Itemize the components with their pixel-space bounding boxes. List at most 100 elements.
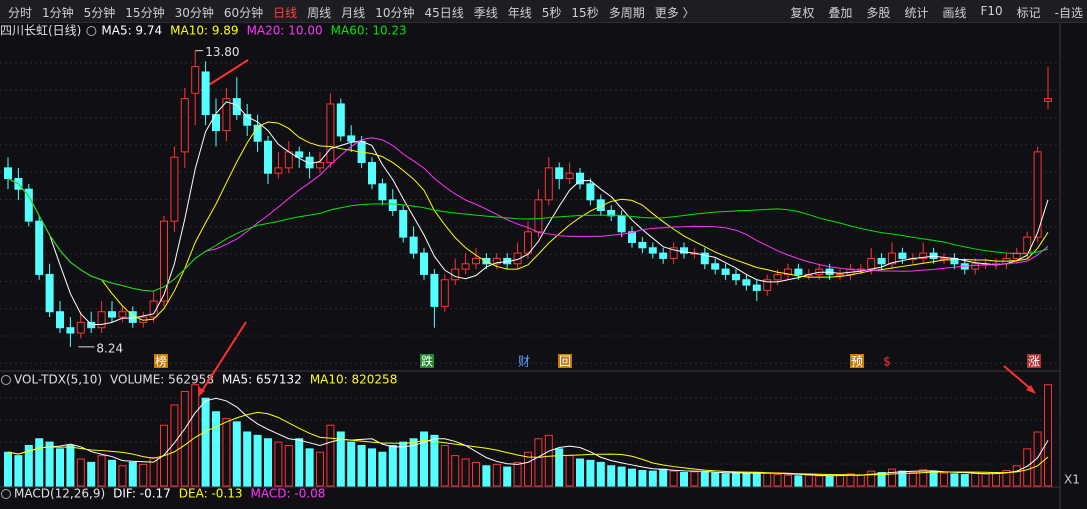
period-tab[interactable]: 更多 〉	[654, 6, 695, 20]
volume-bar	[253, 434, 262, 487]
volume-ma-line	[7, 411, 1049, 476]
volume-bar	[87, 461, 96, 487]
event-label: 预	[851, 355, 863, 369]
volume-bar	[118, 465, 127, 487]
volume-bar	[607, 465, 616, 487]
tool-button[interactable]: 复权	[790, 6, 815, 20]
volume-bar	[836, 474, 844, 487]
arrow	[1003, 365, 1033, 391]
volume-legend: VOL-TDX(5,10) VOLUME: 562958 MA5: 657132 MA…	[1, 373, 397, 387]
candle-body	[971, 263, 980, 270]
candle-body	[742, 279, 751, 286]
tool-button[interactable]: 叠加	[828, 6, 853, 20]
volume-bar	[773, 474, 782, 487]
arrow-head	[1026, 385, 1036, 394]
candle-body	[586, 183, 595, 201]
legend-label: MA10: 9.89	[170, 24, 238, 38]
volume-bar	[14, 455, 23, 487]
candle-body	[555, 167, 564, 180]
axis-label: X1	[1064, 473, 1080, 487]
event-badge	[850, 354, 864, 368]
volume-bar	[898, 470, 907, 487]
volume-bar	[139, 463, 148, 487]
period-tab[interactable]: 周线	[307, 6, 332, 20]
candle-body	[420, 252, 428, 275]
volume-bar	[565, 455, 574, 487]
candle-body	[544, 167, 553, 201]
period-tab[interactable]: 15秒	[571, 6, 599, 20]
event-label: 财	[518, 355, 530, 369]
volume-bar	[326, 424, 335, 487]
volume-bar	[201, 397, 210, 487]
candle-body	[700, 252, 709, 265]
volume-bar	[794, 475, 803, 487]
candle-body	[825, 268, 834, 275]
high-label: 13.80	[205, 45, 239, 59]
legend-label: MA5: 657132	[222, 373, 302, 387]
volume-bar	[513, 461, 522, 487]
volume-bar	[284, 445, 293, 487]
candle-body	[97, 311, 106, 329]
volume-bar	[929, 471, 938, 487]
period-tab[interactable]: 5秒	[541, 6, 562, 20]
macd-legend: MACD(12,26,9) DIF: -0.17 DEA: -0.13 MACD: -…	[1, 487, 325, 501]
period-tab[interactable]: 60分钟	[223, 6, 264, 20]
period-tab[interactable]: 分时	[8, 6, 33, 20]
event-label: 回	[559, 355, 571, 369]
volume-bar	[804, 474, 813, 487]
tool-button[interactable]: -自选	[1054, 6, 1083, 20]
volume-bar	[378, 451, 387, 487]
event-badge	[154, 354, 168, 368]
tool-button[interactable]: 画线	[942, 6, 967, 20]
candle-body	[628, 231, 636, 243]
volume-bar	[711, 472, 720, 487]
period-tab[interactable]: 5分钟	[83, 6, 116, 20]
volume-bar	[981, 473, 990, 487]
tool-button[interactable]: F10	[980, 4, 1003, 18]
volume-bar	[1033, 431, 1042, 487]
tool-button[interactable]: 多股	[866, 6, 891, 20]
period-tab[interactable]: 30分钟	[174, 6, 214, 20]
period-tab[interactable]: 45日线	[424, 6, 464, 20]
candle-body	[815, 268, 824, 275]
volume-bar	[1044, 384, 1052, 487]
candle-body	[711, 263, 720, 270]
tool-button[interactable]: 标记	[1016, 6, 1041, 20]
legend-label: VOL-TDX(5,10)	[14, 373, 102, 387]
volume-bar	[128, 461, 137, 487]
volume-bar	[752, 472, 761, 487]
period-tab[interactable]: 1分钟	[42, 6, 74, 20]
period-tab[interactable]: 15分钟	[125, 6, 165, 20]
settings-icon	[1, 489, 11, 499]
candle-body	[513, 252, 522, 265]
volume-bar	[430, 434, 439, 487]
period-tab[interactable]: 年线	[507, 6, 532, 20]
volume-bar	[815, 475, 824, 487]
candle-body	[222, 98, 231, 132]
ma-line	[7, 101, 1049, 326]
period-tab[interactable]: 日线	[273, 6, 298, 20]
candle-body	[66, 327, 75, 334]
tool-button[interactable]: 统计	[904, 6, 929, 20]
volume-bar	[66, 445, 75, 487]
candle-body	[347, 135, 356, 142]
volume-bar	[825, 476, 834, 487]
period-tab[interactable]: 多周期	[608, 6, 645, 20]
volume-bar	[368, 448, 376, 487]
candle-body	[940, 257, 948, 260]
volume-bar	[617, 466, 626, 487]
volume-bar	[492, 463, 501, 487]
volume-bar	[680, 472, 688, 487]
period-tab[interactable]: 10分钟	[375, 6, 415, 20]
candle-body	[867, 257, 876, 270]
volume-bar	[846, 473, 855, 487]
candle-body	[388, 199, 397, 211]
period-tab[interactable]: 季线	[473, 6, 498, 20]
volume-bar	[170, 404, 179, 487]
volume-bar	[1002, 469, 1011, 487]
period-tab[interactable]: 月线	[341, 6, 366, 20]
volume-bar	[628, 468, 636, 487]
candle-body	[399, 209, 408, 238]
volume-bar	[212, 411, 220, 487]
candle-body	[160, 220, 168, 302]
